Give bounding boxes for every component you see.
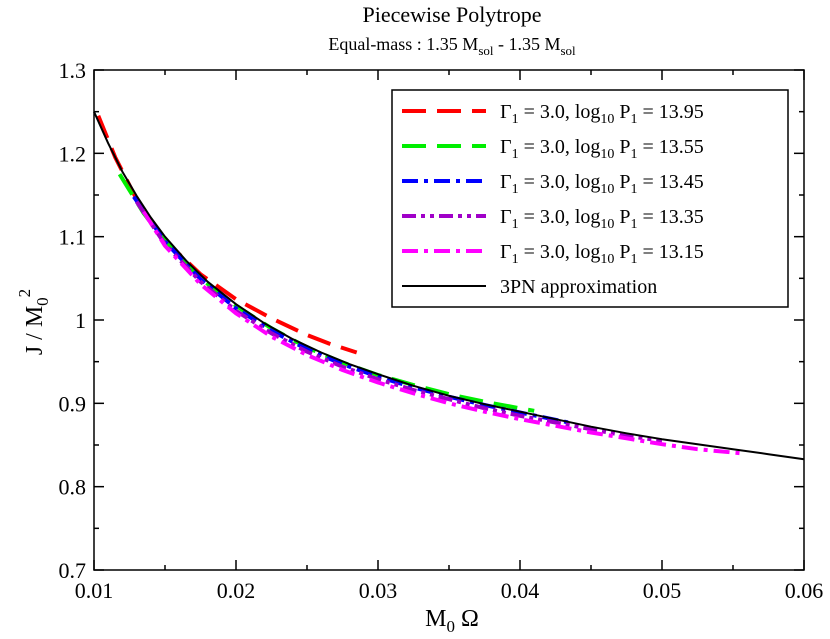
legend-box [391,89,789,308]
x-tick-label: 0.02 [217,578,256,603]
y-tick-label: 1 [75,308,86,333]
legend-label-6: 3PN approximation [500,276,657,298]
x-tick-label: 0.01 [75,578,114,603]
y-tick-label: 1.3 [59,58,87,83]
x-tick-label: 0.04 [501,578,540,603]
series-line-5 [142,210,742,456]
series-line-6 [93,111,805,461]
plot-frame [93,69,805,571]
series-line-2 [117,173,535,413]
chart-title: Piecewise Polytrope [362,2,541,27]
y-tick-label: 0.7 [59,558,87,583]
x-axis-label: M0 Ω [425,606,479,636]
series-line-1 [96,115,358,355]
legend-label-1: Γ1 = 3.0, log10 P1 = 13.95 [500,101,704,127]
legend-label-2: Γ1 = 3.0, log10 P1 = 13.55 [500,136,704,162]
y-tick-label: 0.8 [59,475,87,500]
x-tick-label: 0.05 [643,578,682,603]
y-axis-label: J / M02 [15,289,52,355]
series-line-4 [134,200,663,443]
ticks-layer: 0.01 0.02 0.03 0.04 0.05 0.06 0.7 0.8 0.9 1 1.1 1.2… [59,58,824,603]
y-tick-label: 1.1 [59,225,87,250]
series-layer [93,111,805,461]
y-tick-label: 1.2 [59,141,87,166]
chart-subtitle: Equal-mass : 1.35 Msol - 1.35 Msol [328,34,576,58]
legend: Γ1 = 3.0, log10 P1 = 13.95 Γ1 = 3.0, log1… [391,89,789,308]
y-tick-label: 0.9 [59,391,87,416]
legend-label-5: Γ1 = 3.0, log10 P1 = 13.15 [500,241,704,267]
legend-label-4: Γ1 = 3.0, log10 P1 = 13.35 [500,206,704,232]
x-tick-label: 0.06 [785,578,824,603]
legend-label-3: Γ1 = 3.0, log10 P1 = 13.45 [500,171,704,197]
x-tick-label: 0.03 [359,578,398,603]
